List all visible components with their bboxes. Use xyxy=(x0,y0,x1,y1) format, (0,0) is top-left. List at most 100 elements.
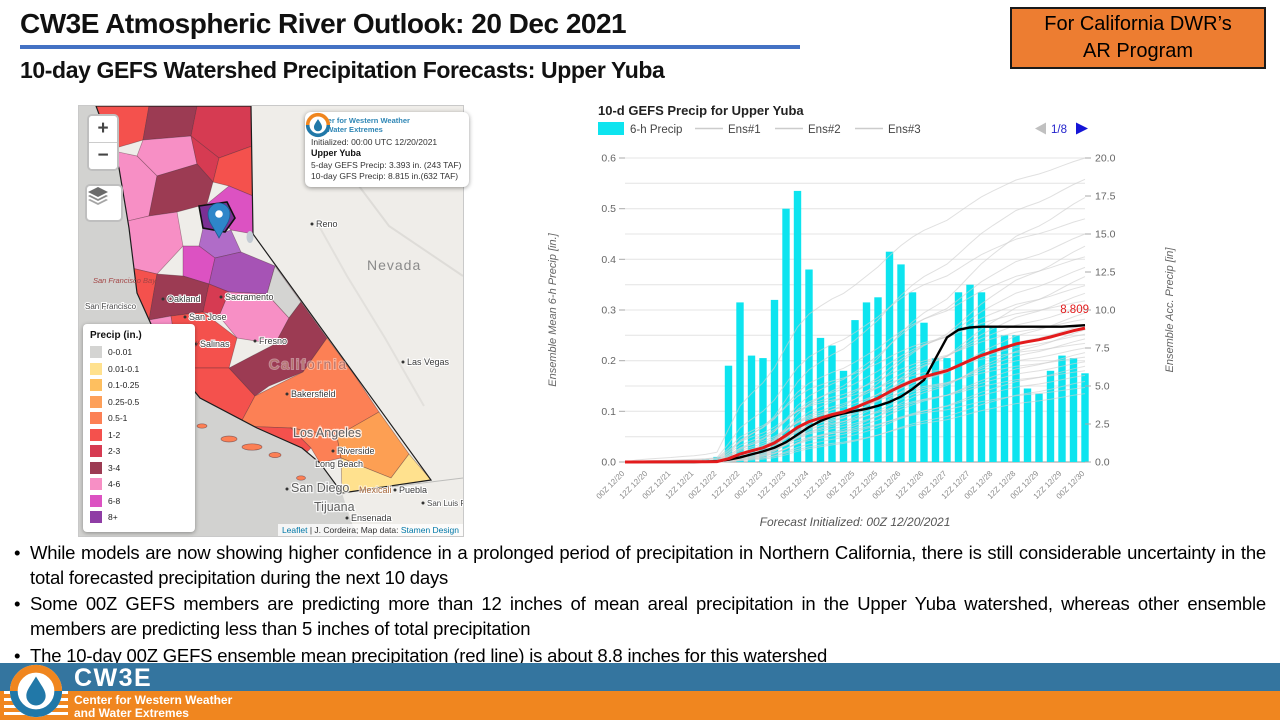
legend-row: 0.25-0.5 xyxy=(90,394,188,411)
map-label: San Luis Rio C xyxy=(427,499,463,508)
legend-label: 0.25-0.5 xyxy=(108,396,140,407)
info-5day-precip: 5-day GEFS Precip: 3.393 in. (243 TAF) xyxy=(311,159,462,170)
map-label: California xyxy=(269,356,348,372)
info-org-line1: Center for Western Weather xyxy=(311,116,410,125)
legend-label: 0.01-0.1 xyxy=(108,363,140,374)
precip-bar xyxy=(862,302,871,462)
map-city-dot xyxy=(285,487,289,491)
legend-swatch xyxy=(90,362,102,375)
chart-caption: Forecast Initialized: 00Z 12/20/2021 xyxy=(760,515,951,529)
zoom-out-button[interactable]: − xyxy=(89,143,117,169)
map-label: San Francisco Bay xyxy=(93,276,157,285)
map-city-dot xyxy=(393,488,397,492)
precip-bar xyxy=(828,345,836,462)
map-label: Oakland xyxy=(167,294,201,304)
legend-bar-label: 6-h Precip xyxy=(630,124,682,136)
precip-bar xyxy=(1023,388,1032,462)
precip-chart[interactable]: 8.809 0.0 0.1 0.2 0.3 0.4 0.5 0.6 0.0 2.5 5.0 7.5 10… xyxy=(530,100,1210,540)
footer-orange-band xyxy=(0,691,1280,720)
info-initialized: Initialized: 00:00 UTC 12/20/2021 xyxy=(311,137,438,148)
info-10day-precip: 10-day GFS Precip: 8.815 in.(632 TAF) xyxy=(311,171,459,182)
map-label: Puebla xyxy=(399,485,427,495)
legend-label: 1-2 xyxy=(108,429,121,440)
right-tick-label: 0.0 xyxy=(1095,457,1110,469)
legend-row: 6-8 xyxy=(90,493,188,510)
california-outline xyxy=(95,106,433,494)
footer-org-line1: Center for Western Weather xyxy=(74,693,233,707)
left-tick-label: 0.3 xyxy=(601,305,616,317)
cw3e-logo-icon xyxy=(305,112,331,138)
precip-bar xyxy=(1081,373,1089,462)
precip-bar xyxy=(874,297,882,462)
legend-page-indicator: 1/8 xyxy=(1051,124,1067,136)
legend-prev-arrow-icon[interactable] xyxy=(1035,122,1046,135)
left-axis-title: Ensemble Mean 6-h Precip [in.] xyxy=(547,232,559,386)
map-label: Reno xyxy=(316,219,338,229)
watershed-map[interactable]: Reno Nevada Sacramento San Francisco Oakland… xyxy=(78,105,469,537)
ensemble-member-line xyxy=(624,342,1086,463)
legend-row: 1-2 xyxy=(90,427,188,444)
right-axis-title: Ensemble Acc. Precip [in] xyxy=(1164,247,1176,373)
legend-label: 3-4 xyxy=(108,462,121,473)
left-tick-label: 0.0 xyxy=(601,457,616,469)
footer-logo xyxy=(8,663,64,720)
summary-bullets: • While models are now showing higher co… xyxy=(14,540,1266,669)
right-tick-label: 5.0 xyxy=(1095,381,1110,393)
map-label: San Jose xyxy=(189,312,227,322)
legend-label: 0.5-1 xyxy=(108,413,128,424)
legend-row: 0-0.01 xyxy=(90,344,188,361)
legend-swatch xyxy=(90,478,102,491)
map-road xyxy=(318,225,425,407)
bullet-marker: • xyxy=(14,644,21,666)
bullet-item: • The 10-day 00Z GEFS ensemble mean prec… xyxy=(14,643,1266,668)
stamen-link[interactable]: Stamen Design xyxy=(400,525,459,535)
precip-bar xyxy=(747,355,756,462)
legend-title: Precip (in.) xyxy=(90,330,142,341)
bullet-text: The 10-day 00Z GEFS ensemble mean precip… xyxy=(30,644,828,666)
ensemble-member-line xyxy=(624,157,1086,463)
badge-line1: For California DWR’s xyxy=(1044,13,1232,35)
legend-label: 0-0.01 xyxy=(108,347,133,358)
precip-bar xyxy=(770,299,779,462)
legend-swatch xyxy=(90,395,102,408)
map-city-dot xyxy=(219,295,223,299)
legend-next-arrow-icon[interactable] xyxy=(1076,122,1088,135)
channel-islands xyxy=(196,423,306,481)
precip-bar xyxy=(908,292,917,462)
precip-bar xyxy=(1012,335,1020,462)
map-marker-pin[interactable] xyxy=(207,202,231,239)
right-tick-label: 12.5 xyxy=(1095,267,1116,279)
legend-label: 2-3 xyxy=(108,446,121,457)
legend-swatch xyxy=(90,346,102,359)
map-label: Bakersfield xyxy=(291,389,336,399)
precip-bar xyxy=(839,370,848,462)
legend-swatch xyxy=(90,428,102,441)
precip-bar xyxy=(1046,370,1055,462)
map-label: Salinas xyxy=(200,339,230,349)
chart-title: 10-d GEFS Precip for Upper Yuba xyxy=(598,103,804,118)
map-label: Nevada xyxy=(367,257,421,273)
zoom-in-button[interactable]: + xyxy=(89,116,117,143)
precip-bar xyxy=(1069,358,1078,462)
bullet-text: Some 00Z GEFS members are predicting mor… xyxy=(30,593,1266,640)
badge-line2: AR Program xyxy=(1082,40,1194,62)
legend-row: 0.5-1 xyxy=(90,410,188,427)
layers-button[interactable] xyxy=(85,184,123,222)
legend-swatch xyxy=(90,412,102,425)
left-tick-label: 0.4 xyxy=(601,254,616,266)
legend-row: 8+ xyxy=(90,509,188,526)
footer-blue-band xyxy=(0,663,1280,691)
cw3e-footer-logo-icon xyxy=(9,664,63,718)
info-watershed: Upper Yuba xyxy=(311,148,361,159)
forecast-info-box: Center for Western Weather and Water Ext… xyxy=(305,112,469,188)
legend-row: 0.01-0.1 xyxy=(90,361,188,378)
precip-bar xyxy=(851,320,859,462)
mean-value-label: 8.809 xyxy=(1060,304,1089,316)
left-tick-label: 0.1 xyxy=(601,406,616,418)
leaflet-link[interactable]: Leaflet xyxy=(281,525,308,535)
left-tick-label: 0.5 xyxy=(601,203,616,215)
map-city-dot xyxy=(253,339,257,343)
ensemble-mean-line xyxy=(625,326,1086,464)
map-label: Ensenada xyxy=(351,513,392,523)
